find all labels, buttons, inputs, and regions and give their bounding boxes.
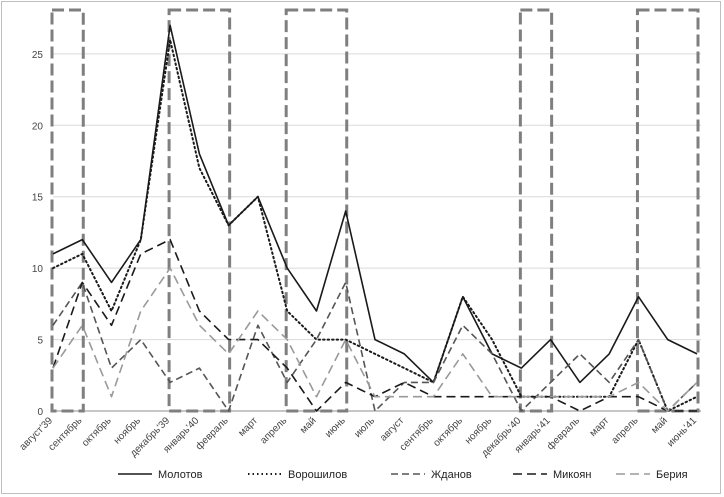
legend-label: Берия — [656, 469, 688, 481]
legend: Молотов Ворошилов Жданов Микоян Берия — [118, 469, 688, 481]
grid-layer — [53, 53, 701, 412]
x-tick-label: апрель — [610, 415, 641, 446]
x-tick-label: март — [236, 415, 260, 439]
x-tick-label: май — [298, 415, 319, 436]
highlight-layer — [50, 8, 700, 413]
period-highlight-box — [518, 8, 554, 413]
y-tick-label: 10 — [32, 264, 44, 275]
period-highlight-box — [167, 8, 232, 413]
x-tick-label: октябрь — [79, 415, 113, 449]
legend-label: Молотов — [158, 469, 203, 481]
series-line-Молотов — [52, 24, 698, 384]
x-tick-label: февраль — [193, 415, 231, 453]
x-tick-label: февраль — [544, 415, 582, 453]
series-line-Ворошилов — [52, 38, 698, 412]
x-tick-label: июнь — [323, 415, 348, 440]
x-tick-label: март — [588, 415, 612, 439]
series-layer — [52, 24, 698, 412]
period-highlight-box — [635, 8, 700, 413]
x-tick-label: июль — [352, 415, 377, 440]
x-tick-label: май — [649, 415, 670, 436]
legend-label: Жданов — [431, 469, 472, 481]
y-tick-label: 5 — [37, 336, 43, 347]
series-line-Жданов — [52, 281, 698, 412]
series-line-Микоян — [52, 238, 697, 412]
period-highlight-box — [284, 8, 349, 413]
x-tick-label: август — [378, 415, 407, 444]
y-tick-label: 25 — [32, 50, 44, 61]
period-highlight-box — [50, 8, 85, 413]
legend-label: Ворошилов — [288, 469, 347, 481]
legend-label: Микоян — [553, 469, 591, 481]
x-tick-label: октябрь — [431, 415, 465, 449]
series-line-Берия — [52, 267, 698, 412]
y-tick-label: 0 — [37, 407, 43, 418]
y-tick-label: 20 — [32, 121, 44, 132]
axis-layer: 0510152025август'39сентябрьоктябрьноябрь… — [18, 50, 700, 459]
x-tick-label: июнь'41 — [665, 415, 699, 449]
y-tick-label: 15 — [32, 193, 44, 204]
x-tick-label: апрель — [258, 415, 289, 446]
